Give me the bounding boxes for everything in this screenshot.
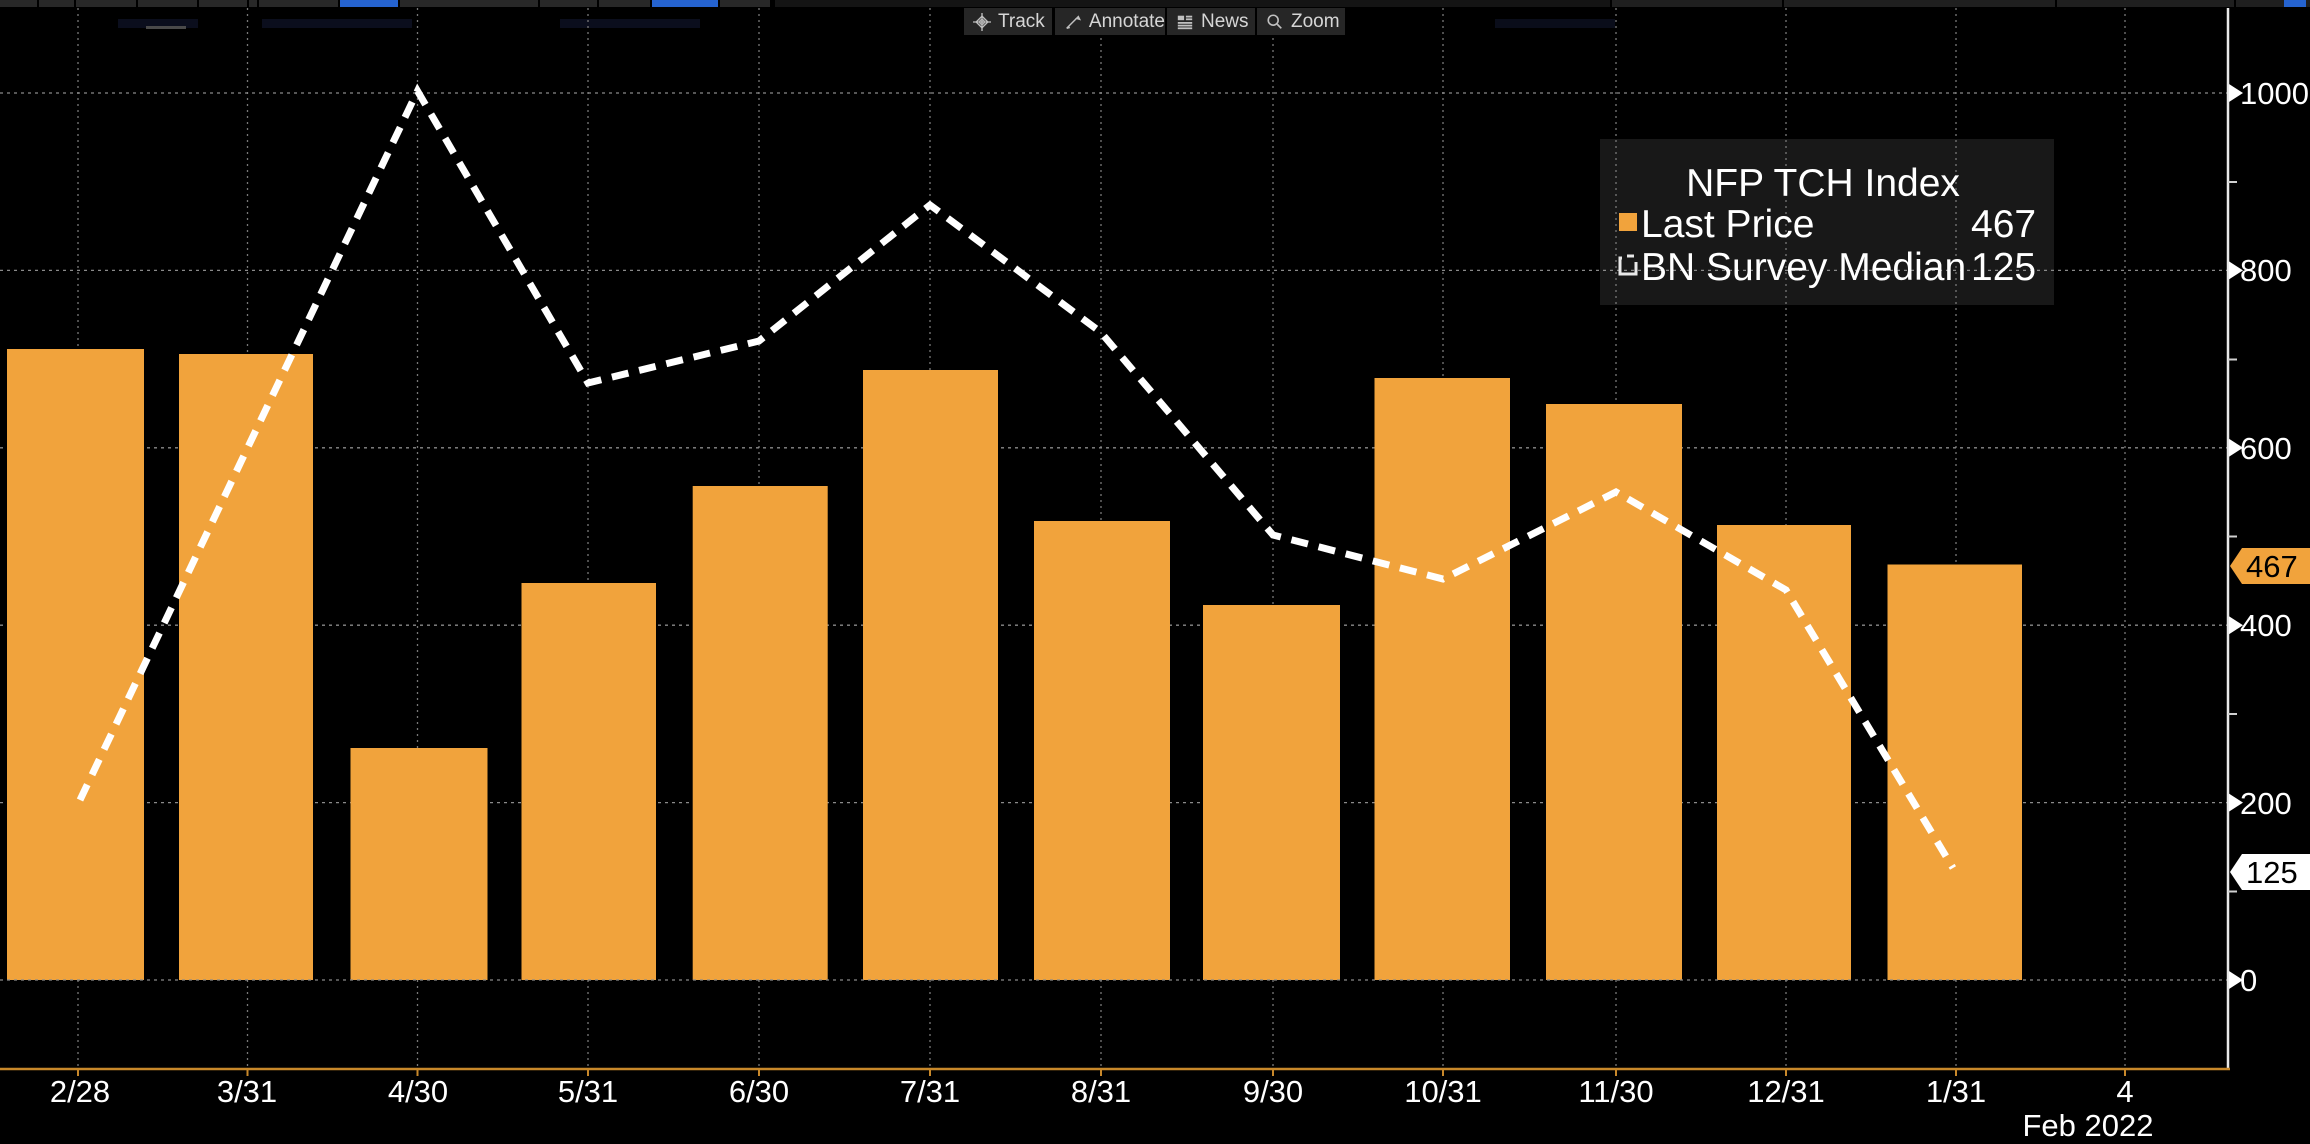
svg-text:467: 467 xyxy=(2246,549,2298,584)
svg-text:10/31: 10/31 xyxy=(1404,1074,1482,1109)
svg-text:4/30: 4/30 xyxy=(388,1074,448,1109)
svg-text:4: 4 xyxy=(2116,1074,2133,1109)
svg-text:9/30: 9/30 xyxy=(1243,1074,1303,1109)
svg-text:3/31: 3/31 xyxy=(217,1074,277,1109)
svg-text:600: 600 xyxy=(2240,431,2292,466)
svg-text:800: 800 xyxy=(2240,253,2292,288)
svg-text:0: 0 xyxy=(2240,963,2257,998)
svg-text:1000: 1000 xyxy=(2240,76,2309,111)
svg-text:6/30: 6/30 xyxy=(729,1074,789,1109)
svg-text:125: 125 xyxy=(2246,855,2298,890)
svg-text:400: 400 xyxy=(2240,608,2292,643)
svg-text:2/28: 2/28 xyxy=(50,1074,110,1109)
svg-text:1/31: 1/31 xyxy=(1926,1074,1986,1109)
svg-text:5/31: 5/31 xyxy=(558,1074,618,1109)
svg-text:12/31: 12/31 xyxy=(1747,1074,1825,1109)
svg-text:8/31: 8/31 xyxy=(1071,1074,1131,1109)
svg-text:7/31: 7/31 xyxy=(900,1074,960,1109)
svg-text:11/30: 11/30 xyxy=(1578,1074,1653,1109)
svg-text:200: 200 xyxy=(2240,786,2292,821)
svg-text:Feb 2022: Feb 2022 xyxy=(2023,1108,2154,1143)
